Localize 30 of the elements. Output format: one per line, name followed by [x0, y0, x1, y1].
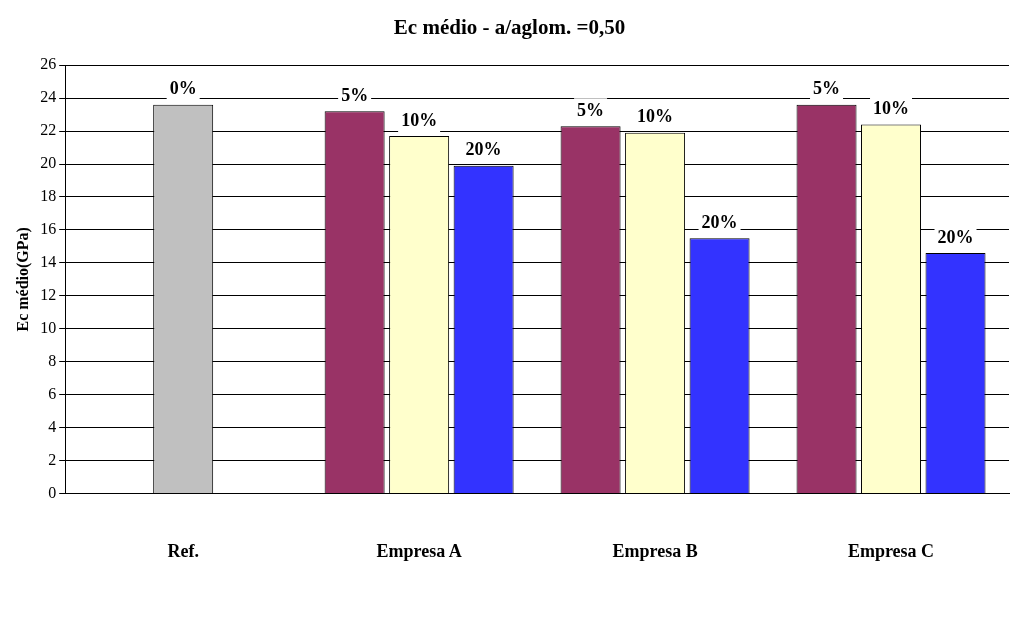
y-tick-label: 22	[40, 121, 57, 139]
x-tick-label: Empresa B	[612, 540, 698, 561]
y-tick-label: 16	[40, 220, 57, 238]
text: 20%	[465, 139, 502, 160]
x-tick-label: Empresa C	[847, 540, 935, 561]
y-tick-label: 20	[40, 154, 57, 172]
y-tick-label: 2	[48, 450, 57, 468]
text: 5%	[577, 99, 605, 120]
series-label: 20%	[937, 226, 974, 247]
x-tick-label: Ref.	[167, 540, 199, 561]
y-axis-title: Ec médio(GPa)	[13, 227, 32, 332]
text: 10%	[637, 106, 674, 127]
y-tick-label: 12	[40, 285, 57, 303]
series-label: 0%	[169, 78, 197, 99]
y-tick-label: 4	[48, 417, 57, 435]
text: 5%	[813, 78, 841, 99]
y-tick-label: 18	[40, 187, 57, 205]
text: 10%	[401, 109, 438, 130]
y-tick-label: 24	[40, 88, 57, 106]
y-tick-label: 8	[48, 351, 57, 369]
x-tick-label: Empresa A	[376, 540, 462, 561]
series-label: 5%	[341, 84, 369, 105]
y-tick-label: 6	[48, 384, 57, 402]
y-tick-label: 10	[40, 318, 57, 336]
y-tick-label: 0	[48, 483, 57, 501]
y-tick-label: 14	[40, 253, 57, 271]
text: 20%	[701, 211, 738, 232]
y-tick-label: 26	[40, 55, 57, 73]
series-label: 10%	[873, 98, 910, 119]
chart-title: Ec médio - a/aglom. =0,50	[393, 15, 626, 40]
